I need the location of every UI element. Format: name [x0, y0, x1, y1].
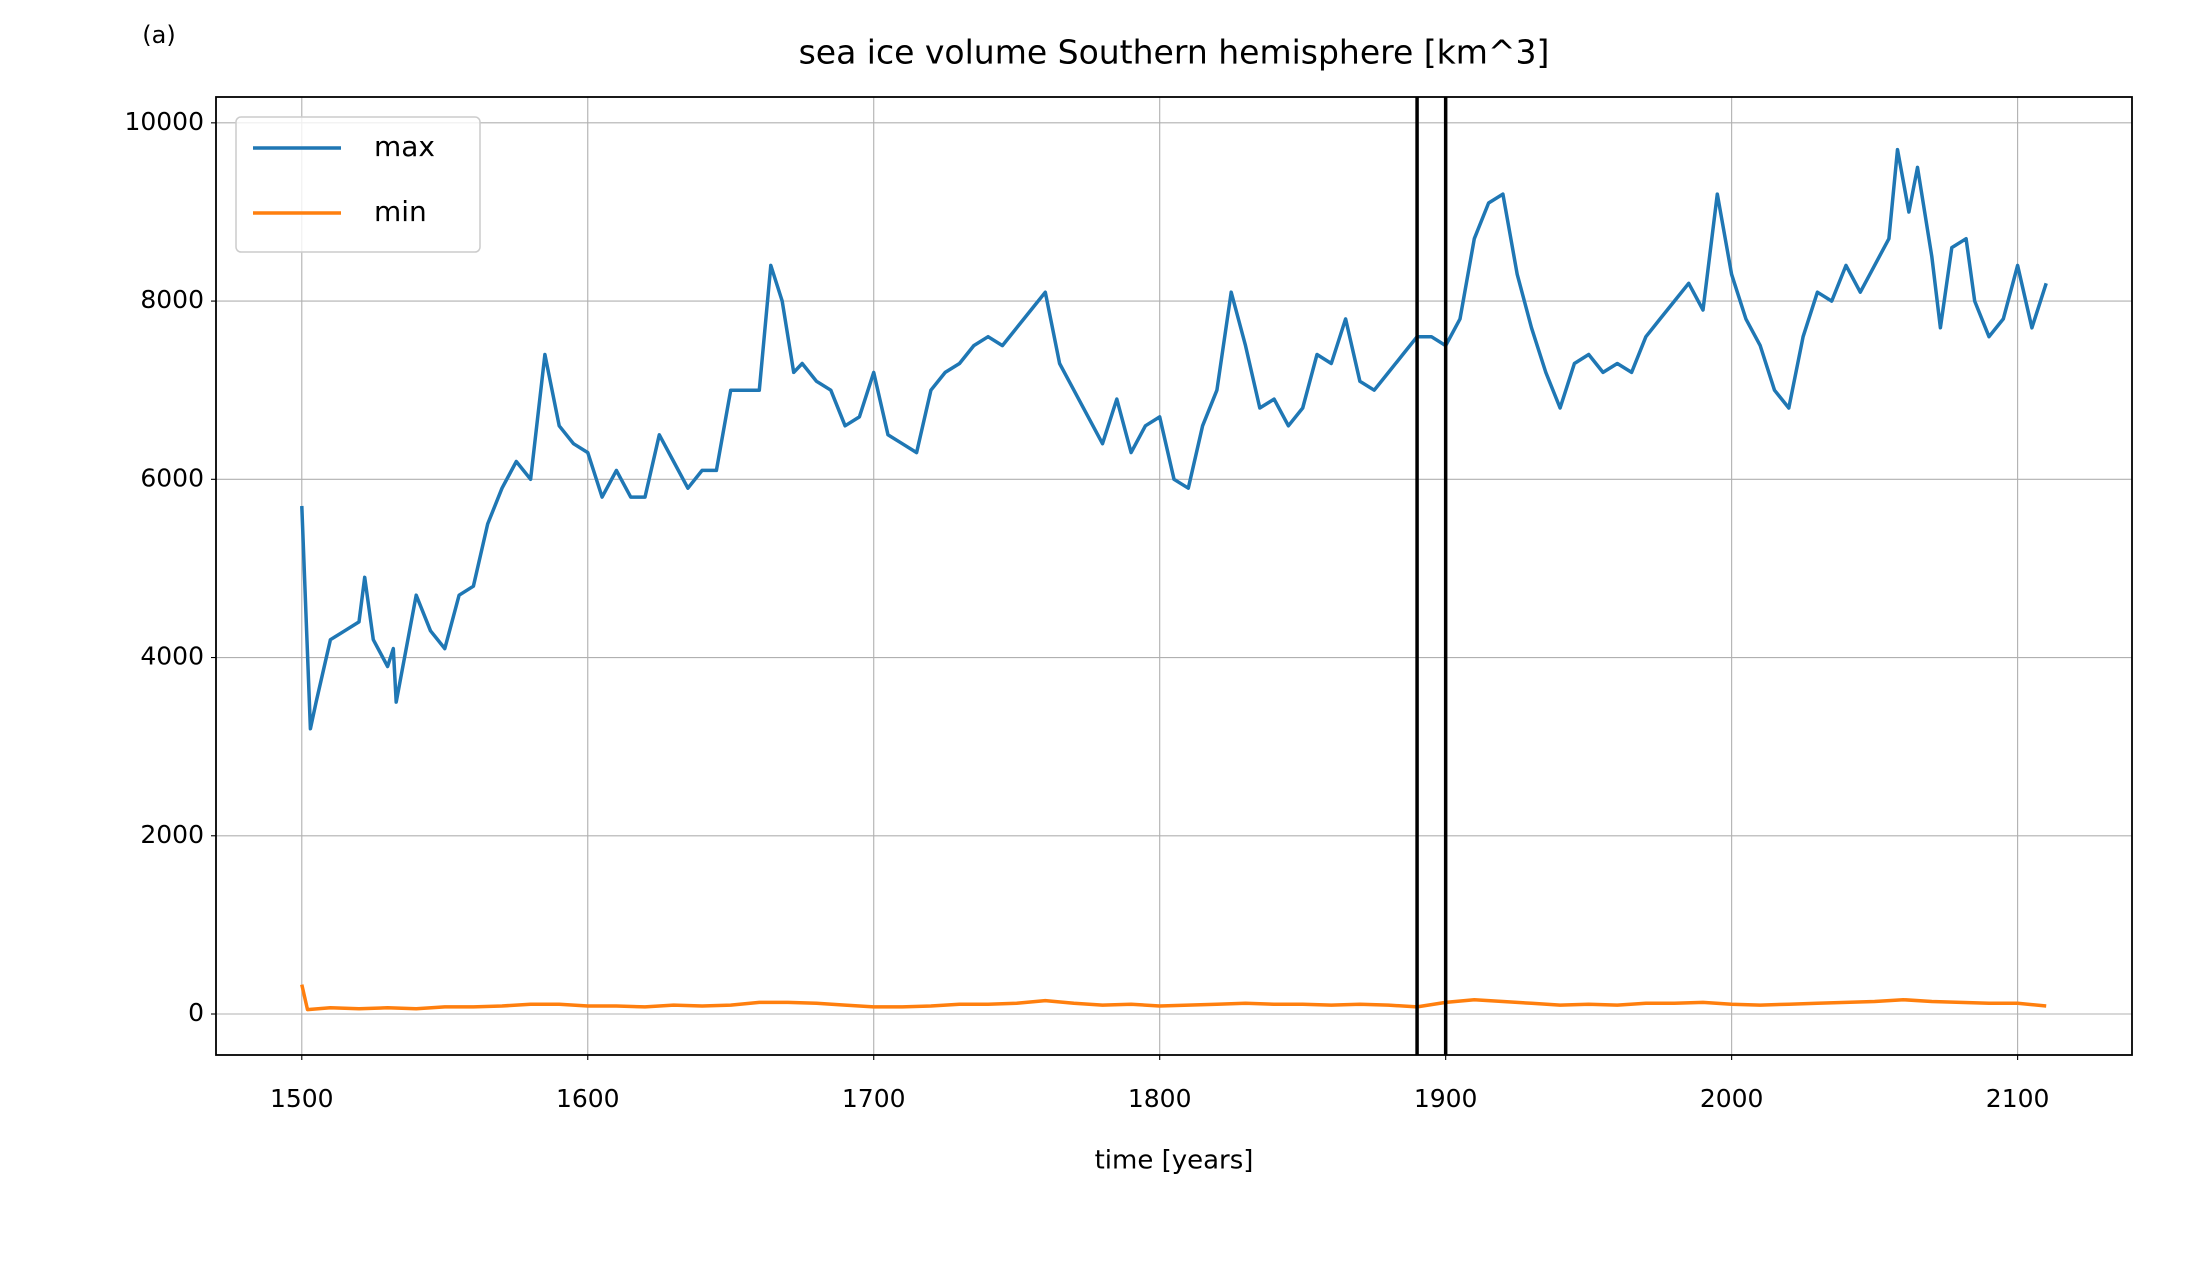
x-tick-label: 2000	[1700, 1084, 1764, 1113]
y-tick-label: 2000	[140, 820, 204, 849]
plot-frame	[215, 96, 2133, 1056]
x-axis-label: time [years]	[1095, 1146, 1254, 1176]
x-tick-label: 1900	[1414, 1084, 1478, 1113]
y-tick-label: 4000	[140, 642, 204, 671]
x-tick-label: 1700	[842, 1084, 906, 1113]
y-tick-label: 0	[188, 998, 204, 1027]
legend-label: max	[374, 130, 435, 163]
legend-box	[235, 116, 481, 253]
line-series	[300, 147, 2048, 731]
y-tick-label: 6000	[140, 463, 204, 492]
legend: max min	[235, 116, 481, 253]
panel-label: (a)	[142, 21, 175, 49]
y-tick-label: 8000	[140, 285, 204, 314]
x-tick-label: 1600	[556, 1084, 620, 1113]
y-tick-label: 10000	[124, 107, 204, 136]
x-tick-label: 1500	[270, 1084, 334, 1113]
line-series	[300, 984, 2047, 1012]
legend-label: min	[374, 195, 427, 228]
x-tick-label: 2100	[1986, 1084, 2050, 1113]
x-tick-label: 1800	[1128, 1084, 1192, 1113]
chart-title: sea ice volume Southern hemisphere [km^3…	[799, 33, 1550, 72]
